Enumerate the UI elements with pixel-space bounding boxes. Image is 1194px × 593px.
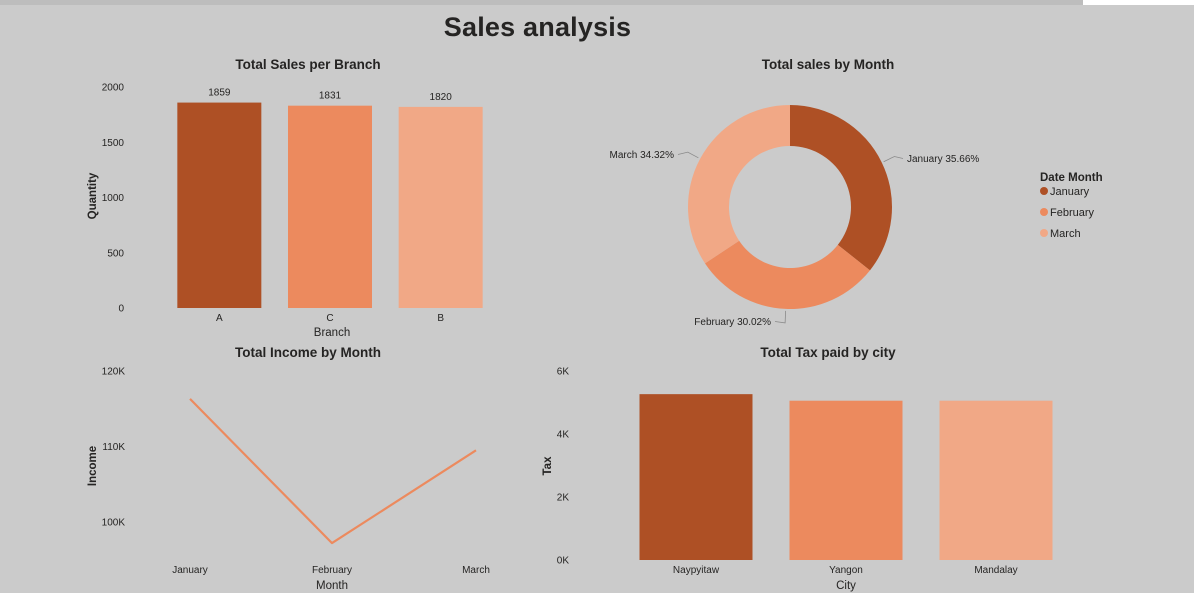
chart-sales-per-branch[interactable]: Total Sales per Branch Quantity Branch 0…: [0, 0, 560, 345]
legend-marker-january: [1040, 187, 1048, 195]
chart-sales-by-month[interactable]: Total sales by Month Date Month January …: [0, 0, 1194, 345]
x-tick-label: March: [462, 565, 490, 576]
leader-line: [774, 310, 787, 324]
legend-title: Date Month: [1040, 172, 1103, 184]
y-tick-label: 500: [107, 248, 124, 259]
x-tick-label: Mandalay: [974, 565, 1017, 576]
y-tick-label: 6K: [557, 367, 570, 378]
y-axis-title: Tax: [542, 456, 554, 476]
top-strip-white: [1083, 0, 1194, 5]
data-label: January 35.66%: [907, 154, 979, 165]
data-label: 1831: [319, 91, 342, 102]
chart-title: Total Sales per Branch: [235, 57, 380, 72]
x-axis-title: City: [836, 580, 856, 592]
x-tick-label: B: [437, 313, 444, 324]
leader-line: [677, 151, 699, 159]
y-tick-label: 0: [118, 304, 124, 315]
slice-february: [704, 240, 870, 309]
bar-a: [177, 102, 262, 308]
x-axis-title: Branch: [314, 327, 350, 339]
slice-january: [790, 104, 893, 271]
page-title: Sales analysis: [443, 12, 632, 42]
y-tick-label: 2000: [102, 83, 125, 94]
x-axis-title: Month: [316, 580, 348, 592]
x-tick-label: January: [172, 565, 208, 576]
slice-march: [688, 105, 790, 264]
top-strip: [0, 0, 1083, 5]
legend-marker-february: [1040, 208, 1048, 216]
x-tick-label: A: [216, 313, 223, 324]
bar-naypyitaw: [639, 394, 753, 560]
bar-b: [398, 106, 483, 308]
chart-title: Total sales by Month: [762, 57, 895, 72]
bar-mandalay: [939, 400, 1053, 560]
y-tick-label: 110K: [102, 442, 125, 453]
x-tick-label: Yangon: [829, 565, 863, 576]
x-tick-label: February: [312, 565, 352, 576]
legend-marker-march: [1040, 229, 1048, 237]
chart-title: Total Income by Month: [235, 345, 381, 360]
y-tick-label: 1000: [102, 193, 125, 204]
legend-item-january: January: [1050, 186, 1090, 198]
data-label: 1859: [208, 88, 231, 99]
chart-title: Total Tax paid by city: [760, 345, 896, 360]
x-tick-label: C: [326, 313, 333, 324]
y-tick-label: 2K: [557, 493, 570, 504]
legend-item-february: February: [1050, 207, 1095, 219]
y-tick-label: 120K: [102, 367, 126, 378]
y-tick-label: 100K: [102, 518, 126, 529]
x-tick-label: Naypyitaw: [673, 565, 720, 576]
chart-income-by-month[interactable]: Total Income by Month Income Month 100K 1…: [0, 0, 560, 593]
data-label: March 34.32%: [610, 150, 675, 161]
income-line: [189, 398, 477, 545]
y-tick-label: 0K: [557, 556, 570, 567]
y-tick-label: 1500: [102, 138, 125, 149]
data-label: February 30.02%: [694, 317, 771, 328]
legend-item-march: March: [1050, 228, 1081, 240]
bar-yangon: [789, 400, 903, 560]
data-label: 1820: [430, 92, 453, 103]
bar-c: [288, 105, 372, 308]
y-axis-title: Quantity: [87, 172, 99, 219]
y-axis-title: Income: [87, 446, 99, 486]
leader-line: [883, 156, 904, 163]
y-tick-label: 4K: [557, 430, 570, 441]
